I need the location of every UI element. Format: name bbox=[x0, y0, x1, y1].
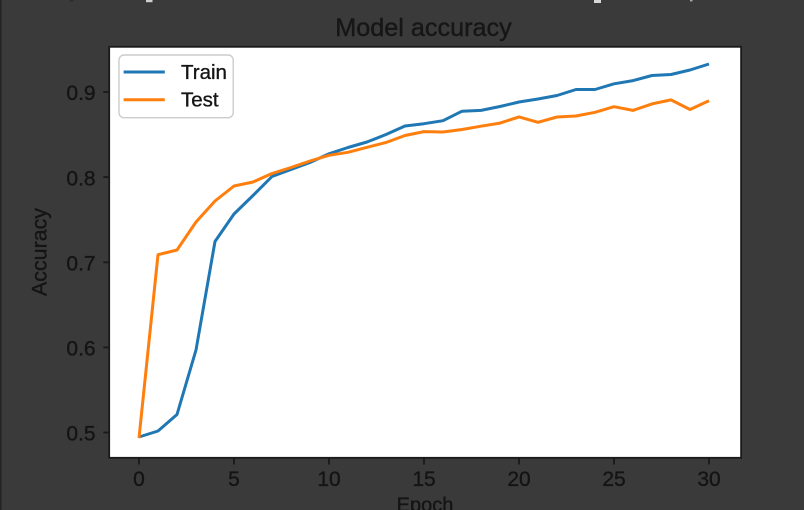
svg-text:Model accuracy: Model accuracy bbox=[335, 14, 512, 42]
svg-text:0.8: 0.8 bbox=[66, 167, 95, 190]
svg-text:Accuracy: Accuracy bbox=[28, 208, 52, 296]
svg-text:30: 30 bbox=[697, 468, 720, 491]
svg-text:Train: Train bbox=[181, 61, 227, 84]
svg-text:Test: Test bbox=[181, 89, 219, 112]
svg-text:Epoch: Epoch bbox=[397, 495, 454, 510]
svg-text:25: 25 bbox=[602, 468, 625, 491]
svg-text:0.9: 0.9 bbox=[66, 82, 95, 105]
svg-text:15: 15 bbox=[412, 468, 435, 491]
svg-text:10: 10 bbox=[317, 468, 340, 491]
svg-text:0.5: 0.5 bbox=[66, 423, 95, 446]
svg-text:5: 5 bbox=[228, 468, 240, 491]
svg-text:0: 0 bbox=[133, 468, 145, 491]
svg-text:0.6: 0.6 bbox=[66, 338, 95, 361]
svg-text:20: 20 bbox=[507, 468, 530, 491]
svg-text:0.7: 0.7 bbox=[66, 253, 95, 276]
